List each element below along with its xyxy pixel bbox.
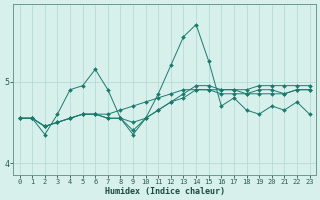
X-axis label: Humidex (Indice chaleur): Humidex (Indice chaleur) [105,187,225,196]
